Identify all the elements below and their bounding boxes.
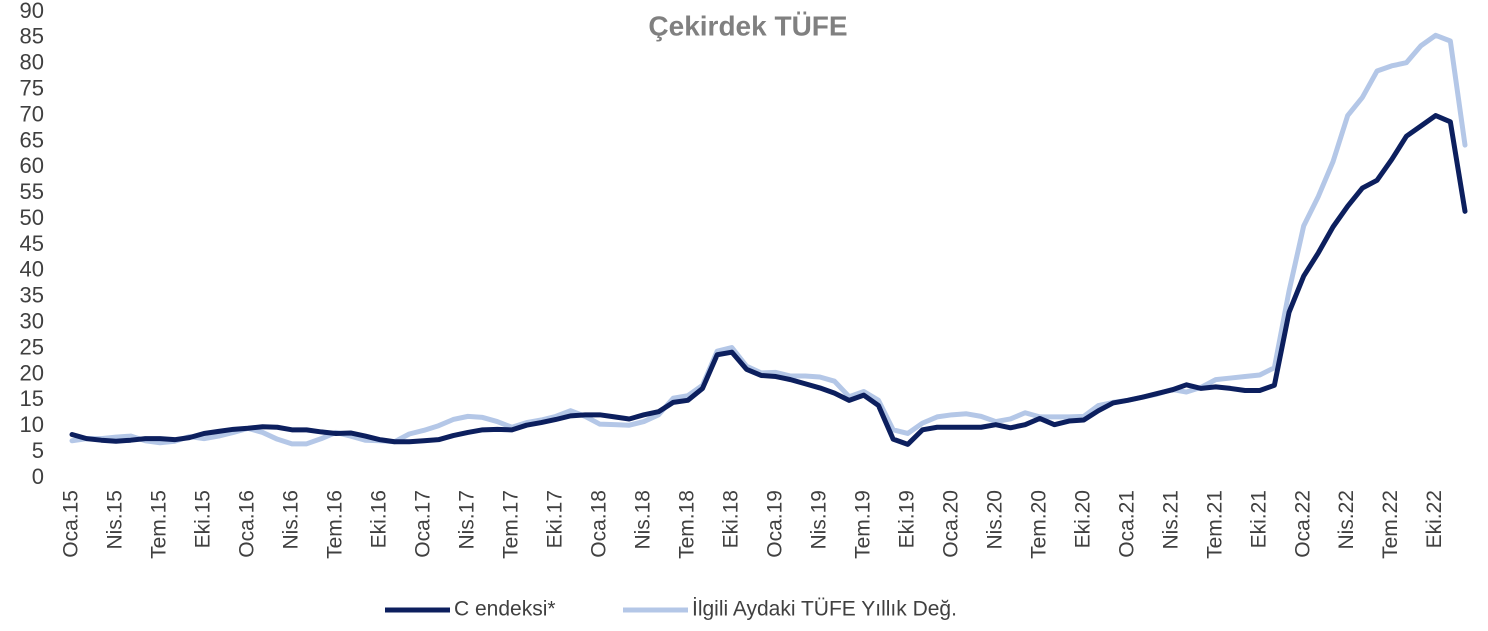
x-tick-label: Nis.19 (807, 490, 830, 550)
x-tick-label: Eki.20 (1071, 490, 1094, 548)
series-line (69, 113, 1468, 447)
x-tick-label: Eki.15 (192, 490, 215, 548)
y-tick-label: 30 (20, 308, 44, 333)
x-tick-label: Oca.17 (411, 490, 434, 558)
x-tick-label: Tem.19 (851, 490, 874, 559)
y-tick-label: 50 (20, 205, 44, 230)
x-tick-label: Oca.20 (939, 490, 962, 558)
x-tick-label: Oca.18 (587, 490, 610, 558)
x-tick-label: Eki.16 (367, 490, 390, 548)
y-tick-label: 10 (20, 412, 44, 437)
x-tick-label: Nis.18 (631, 490, 654, 550)
x-tick-label: Nis.22 (1335, 490, 1358, 550)
x-tick-label: Oca.19 (763, 490, 786, 558)
x-tick-label: Eki.22 (1423, 490, 1446, 548)
x-tick-label: Nis.20 (983, 490, 1006, 550)
y-tick-label: 60 (20, 153, 44, 178)
y-tick-label: 80 (20, 50, 44, 75)
x-tick-label: Tem.20 (1027, 490, 1050, 559)
x-tick-label: Nis.21 (1159, 490, 1182, 550)
legend-label: C endeksi* (454, 598, 556, 621)
x-tick-label: Eki.21 (1247, 490, 1270, 548)
x-tick-label: Tem.16 (323, 490, 346, 559)
x-tick-label: Eki.17 (543, 490, 566, 548)
x-tick-label: Oca.16 (236, 490, 259, 558)
y-tick-label: 35 (20, 283, 44, 308)
y-tick-label: 0 (32, 464, 44, 489)
y-tick-label: 85 (20, 24, 44, 49)
y-tick-label: 45 (20, 231, 44, 256)
x-tick-label: Nis.15 (104, 490, 127, 550)
y-tick-label: 90 (20, 0, 44, 23)
x-tick-label: Nis.17 (455, 490, 478, 550)
x-tick-label: Eki.18 (719, 490, 742, 548)
x-tick-label: Tem.21 (1203, 490, 1226, 559)
x-tick-label: Tem.15 (148, 490, 171, 559)
y-tick-label: 5 (32, 438, 44, 463)
x-tick-label: Oca.21 (1115, 490, 1138, 558)
x-tick-label: Eki.19 (895, 490, 918, 548)
y-tick-label: 25 (20, 334, 44, 359)
legend-label: İlgili Aydaki TÜFE Yıllık Değ. (692, 598, 957, 621)
y-tick-label: 70 (20, 101, 44, 126)
y-tick-label: 55 (20, 179, 44, 204)
chart-title: Çekirdek TÜFE (648, 10, 847, 41)
x-tick-label: Oca.15 (60, 490, 83, 558)
x-tick-label: Tem.18 (675, 490, 698, 559)
x-tick-label: Nis.16 (279, 490, 302, 550)
y-tick-label: 20 (20, 360, 44, 385)
series-line (69, 32, 1468, 447)
x-tick-label: Oca.22 (1291, 490, 1314, 558)
y-tick-label: 65 (20, 127, 44, 152)
y-tick-label: 75 (20, 75, 44, 100)
x-tick-label: Tem.17 (499, 490, 522, 559)
x-tick-label: Tem.22 (1379, 490, 1402, 559)
y-tick-label: 15 (20, 386, 44, 411)
y-tick-label: 40 (20, 257, 44, 282)
